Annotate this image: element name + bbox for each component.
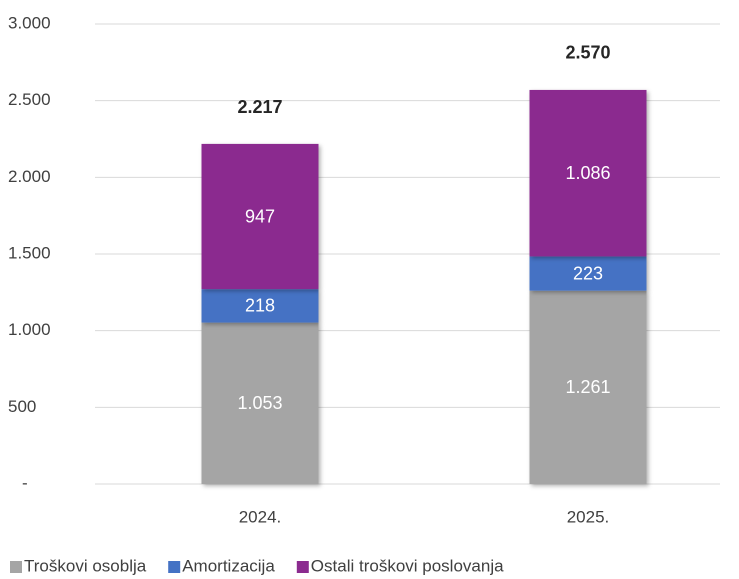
legend-item: Amortizacija bbox=[168, 556, 275, 575]
y-tick-label: 2.000 bbox=[8, 167, 51, 186]
bar-segment bbox=[529, 89, 647, 257]
y-tick-label: 1.500 bbox=[8, 243, 51, 262]
bar-segment bbox=[201, 322, 319, 484]
y-tick-label: 3.000 bbox=[8, 13, 51, 32]
total-label: 2.570 bbox=[565, 43, 610, 63]
y-tick-label: 1.000 bbox=[8, 320, 51, 339]
legend-item: Troškovi osoblja bbox=[10, 556, 147, 575]
value-label: 1.261 bbox=[565, 377, 610, 397]
legend-label: Ostali troškovi poslovanja bbox=[311, 556, 504, 575]
legend-swatch bbox=[296, 561, 309, 573]
value-label: 1.086 bbox=[565, 163, 610, 183]
legend-label: Amortizacija bbox=[182, 556, 275, 575]
legend-swatch bbox=[10, 561, 22, 573]
bar-segment bbox=[529, 256, 647, 291]
y-tick-label: 2.500 bbox=[8, 90, 51, 109]
bar-segment bbox=[201, 289, 319, 323]
legend-item: Ostali troškovi poslovanja bbox=[296, 556, 504, 575]
bar-segment bbox=[529, 290, 647, 484]
x-tick-label: 2024. bbox=[239, 507, 282, 526]
value-label: 223 bbox=[573, 263, 603, 283]
value-label: 1.053 bbox=[237, 393, 282, 413]
value-label: 947 bbox=[245, 206, 275, 226]
total-label: 2.217 bbox=[237, 97, 282, 117]
y-tick-label: 500 bbox=[8, 397, 36, 416]
x-tick-label: 2025. bbox=[567, 507, 610, 526]
value-label: 218 bbox=[245, 296, 275, 316]
bar-segment bbox=[201, 143, 319, 290]
legend-label: Troškovi osoblja bbox=[24, 556, 147, 575]
legend-swatch bbox=[168, 561, 181, 573]
y-tick-label: - bbox=[22, 473, 28, 492]
